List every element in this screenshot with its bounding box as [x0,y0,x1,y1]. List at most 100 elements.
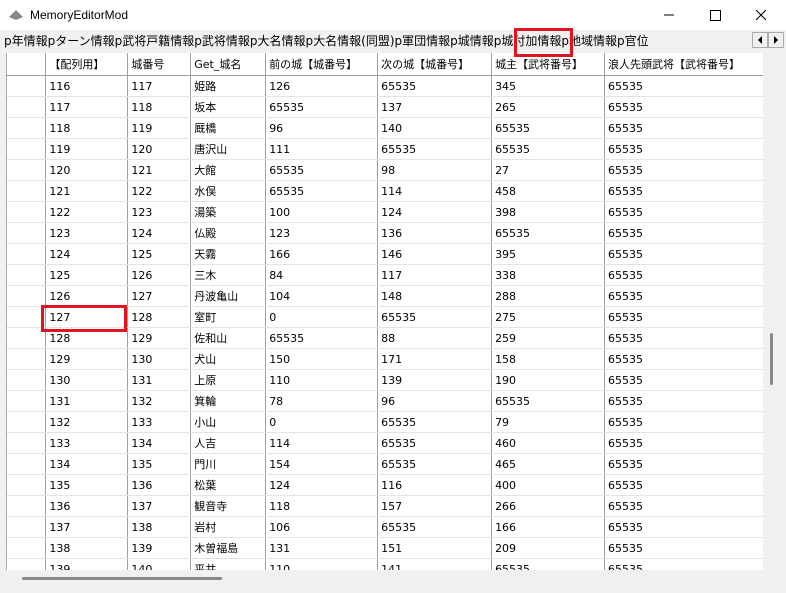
cell[interactable]: 119 [127,117,192,139]
cell[interactable]: 138 [127,516,192,538]
table-row[interactable]: 117 118 坂本 65535 137 265 65535 [7,96,764,118]
cell[interactable]: 65535 [377,138,493,160]
cell[interactable]: 125 [127,243,192,265]
cell[interactable]: 460 [491,432,605,454]
cell[interactable]: 266 [491,495,605,517]
cell[interactable]: 123 [45,222,129,244]
cell[interactable]: 131 [265,537,379,559]
cell[interactable]: 128 [45,327,129,349]
cell[interactable]: 0 [265,411,379,433]
cell[interactable]: 136 [377,222,493,244]
table-row[interactable]: 133 134 人吉 114 65535 460 65535 [7,432,764,454]
cell[interactable]: 130 [127,348,192,370]
cell[interactable]: 140 [127,558,192,570]
tab[interactable]: p武将情報 [194,34,250,48]
cell[interactable]: 犬山 [190,348,267,370]
cell[interactable]: 88 [377,327,493,349]
cell[interactable]: 平井 [190,558,267,570]
cell[interactable]: 65535 [491,390,605,412]
cell[interactable]: 佐和山 [190,327,267,349]
cell[interactable]: 139 [127,537,192,559]
cell[interactable]: 124 [45,243,129,265]
cell[interactable]: 150 [265,348,379,370]
cell[interactable]: 78 [265,390,379,412]
cell[interactable]: 65535 [604,537,764,559]
cell[interactable]: 133 [127,411,192,433]
cell[interactable]: 65535 [604,516,764,538]
cell[interactable]: 136 [45,495,129,517]
cell[interactable]: 姫路 [190,75,267,97]
cell[interactable]: 98 [377,159,493,181]
cell[interactable]: 室町 [190,306,267,328]
cell[interactable]: 118 [45,117,129,139]
cell[interactable]: 135 [45,474,129,496]
cell[interactable]: 65535 [377,453,493,475]
cell[interactable]: 門川 [190,453,267,475]
tab[interactable]: pターン情報 [47,34,115,48]
cell[interactable]: 119 [45,138,129,160]
maximize-button[interactable] [692,0,738,30]
cell[interactable]: 157 [377,495,493,517]
cell[interactable]: 275 [491,306,605,328]
horizontal-scrollbar[interactable] [6,570,763,586]
cell[interactable]: 158 [491,348,605,370]
column-header[interactable]: 浪人先頭武将【武将番号】 [604,53,764,76]
cell[interactable]: 65535 [604,432,764,454]
cell[interactable]: 65535 [604,117,764,139]
table-row[interactable]: 119 120 唐沢山 111 65535 65535 65535 [7,138,764,160]
cell[interactable]: 118 [265,495,379,517]
cell[interactable]: 125 [45,264,129,286]
table-row[interactable]: 131 132 箕輪 78 96 65535 65535 [7,390,764,412]
cell[interactable]: 65535 [604,558,764,570]
table-row[interactable]: 135 136 松葉 124 116 400 65535 [7,474,764,496]
cell[interactable]: 126 [45,285,129,307]
cell[interactable]: 100 [265,201,379,223]
cell[interactable]: 96 [265,117,379,139]
cell[interactable]: 151 [377,537,493,559]
table-row[interactable]: 132 133 小山 0 65535 79 65535 [7,411,764,433]
cell[interactable]: 118 [127,96,192,118]
cell[interactable]: 65535 [377,306,493,328]
table-row[interactable]: 130 131 上原 110 139 190 65535 [7,369,764,391]
vertical-scrollbar[interactable] [763,53,780,570]
cell[interactable]: 110 [265,558,379,570]
cell[interactable]: 65535 [491,558,605,570]
cell[interactable]: 134 [45,453,129,475]
cell[interactable]: 126 [127,264,192,286]
cell[interactable]: 観音寺 [190,495,267,517]
cell[interactable]: 190 [491,369,605,391]
cell[interactable]: 厩橋 [190,117,267,139]
tab[interactable]: p年情報 [4,34,48,48]
cell[interactable]: 65535 [265,159,379,181]
cell[interactable]: 137 [45,516,129,538]
cell[interactable]: 120 [127,138,192,160]
cell[interactable]: 122 [127,180,192,202]
cell[interactable]: 131 [127,369,192,391]
tab[interactable]: p大名情報 [249,34,306,48]
table-row[interactable]: 125 126 三木 84 117 338 65535 [7,264,764,286]
cell[interactable]: 27 [491,159,605,181]
cell[interactable]: 65535 [604,495,764,517]
cell[interactable]: 岩村 [190,516,267,538]
cell[interactable]: 65535 [491,138,605,160]
cell[interactable]: 65535 [604,243,764,265]
cell[interactable]: 65535 [604,201,764,223]
table-row[interactable]: 134 135 門川 154 65535 465 65535 [7,453,764,475]
cell[interactable]: 127 [45,306,129,328]
cell[interactable]: 65535 [377,411,493,433]
cell[interactable]: 141 [377,558,493,570]
cell[interactable]: 117 [45,96,129,118]
cell[interactable]: 65535 [604,348,764,370]
cell[interactable]: 人吉 [190,432,267,454]
cell[interactable]: 65535 [265,96,379,118]
column-header[interactable]: 城主【武将番号】 [491,53,605,76]
cell[interactable]: 124 [127,222,192,244]
table-row[interactable]: 124 125 天霧 166 146 395 65535 [7,243,764,265]
cell[interactable]: 65535 [604,474,764,496]
minimize-button[interactable] [646,0,692,30]
table-row[interactable]: 136 137 観音寺 118 157 266 65535 [7,495,764,517]
cell[interactable]: 116 [377,474,493,496]
cell[interactable]: 116 [45,75,129,97]
cell[interactable]: 139 [377,369,493,391]
cell[interactable]: 265 [491,96,605,118]
